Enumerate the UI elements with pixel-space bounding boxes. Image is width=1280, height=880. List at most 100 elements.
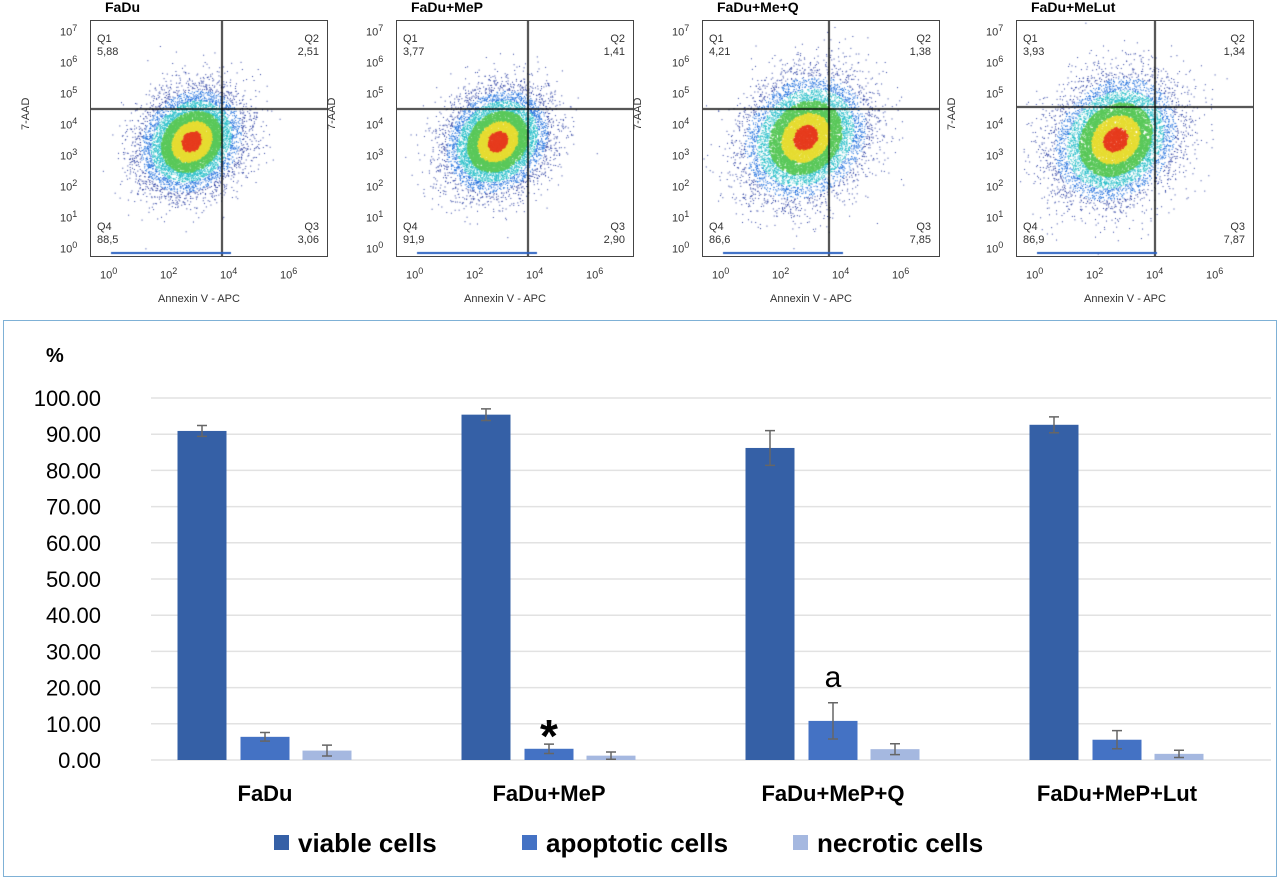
error-bar (544, 743, 554, 755)
flow-plot: FaDu 7-AAD Annexin V - APC Q1 5,88 Q2 2,51 Q… (20, 0, 350, 312)
bar (524, 748, 574, 760)
y-tick: 103 (672, 147, 690, 163)
x-tick: 106 (586, 266, 604, 282)
flow-plot: FaDu+MeP 7-AAD Annexin V - APC Q1 3,77 Q2 1… (326, 0, 656, 312)
bar (461, 414, 511, 760)
quadrant-label: Q4 86,6 (709, 221, 731, 246)
legend-item: apoptotic cells (522, 828, 728, 858)
quadrant-label: Q4 91,9 (403, 221, 425, 246)
flow-plot-title: FaDu (105, 0, 140, 15)
quadrant-label: Q1 3,77 (403, 33, 425, 58)
y-axis-label: % (46, 345, 64, 367)
y-tick: 104 (60, 116, 78, 132)
category-label: FaDu (238, 781, 293, 806)
y-tick: 105 (986, 85, 1004, 101)
y-tick: 101 (60, 209, 78, 225)
quadrant-label: Q2 1,38 (909, 33, 931, 58)
y-tick-label: 70.00 (46, 495, 101, 520)
y-tick: 105 (672, 85, 690, 101)
density-scatter (1017, 21, 1253, 256)
y-tick: 100 (672, 240, 690, 256)
error-bar (197, 424, 207, 438)
y-tick: 104 (986, 116, 1004, 132)
x-tick: 106 (1206, 266, 1224, 282)
error-bar (1112, 729, 1122, 750)
bar (177, 430, 227, 760)
flow-plot-title: FaDu+MeP (411, 0, 483, 15)
density-scatter (91, 21, 327, 256)
y-tick: 100 (366, 240, 384, 256)
y-tick: 107 (986, 23, 1004, 39)
y-tick: 101 (986, 209, 1004, 225)
y-tick-label: 30.00 (46, 639, 101, 664)
category-label: FaDu+MeP (492, 781, 605, 806)
flow-plot: FaDu+Me+Q 7-AAD Annexin V - APC Q1 4,21 Q2… (632, 0, 962, 312)
y-tick: 106 (366, 54, 384, 70)
bar-chart-frame: 0.00 10.00 20.00 30.00 40.00 50.00 60.00 70.00 8… (3, 320, 1277, 877)
flow-plot: FaDu+MeLut 7-AAD Annexin V - APC Q1 3,93 Q… (946, 0, 1276, 312)
significance-annotation: a (825, 661, 842, 694)
y-tick: 100 (60, 240, 78, 256)
y-tick: 100 (986, 240, 1004, 256)
quadrant-label: Q1 4,21 (709, 33, 731, 58)
legend-item: necrotic cells (793, 828, 983, 858)
y-tick: 106 (60, 54, 78, 70)
legend-label: apoptotic cells (546, 828, 728, 858)
error-bar (765, 429, 775, 467)
quadrant-label: Q1 3,93 (1023, 33, 1045, 58)
y-tick: 105 (60, 85, 78, 101)
scatter-area: Q1 4,21 Q2 1,38 Q3 7,85 Q4 86,6 (702, 20, 940, 257)
y-tick: 106 (986, 54, 1004, 70)
scatter-area: Q1 5,88 Q2 2,51 Q3 3,06 Q4 88,5 (90, 20, 328, 257)
error-bar (828, 702, 838, 740)
y-tick: 104 (366, 116, 384, 132)
y-tick: 102 (366, 178, 384, 194)
y-tick: 102 (672, 178, 690, 194)
x-tick: 106 (892, 266, 910, 282)
y-tick-label: 80.00 (46, 458, 101, 483)
legend-label: necrotic cells (817, 828, 983, 858)
error-bar (890, 742, 900, 756)
y-tick: 107 (366, 23, 384, 39)
x-tick: 104 (832, 266, 850, 282)
y-tick-label: 20.00 (46, 676, 101, 701)
flow-plot-title: FaDu+Me+Q (717, 0, 799, 15)
bar (745, 447, 795, 760)
bar (1029, 424, 1079, 760)
quadrant-label: Q3 2,90 (603, 221, 625, 246)
legend-swatch (522, 835, 537, 850)
quadrant-label: Q3 3,06 (297, 221, 319, 246)
y-tick-label: 0.00 (58, 748, 101, 773)
x-tick: 102 (1086, 266, 1104, 282)
quadrant-label: Q2 2,51 (297, 33, 319, 58)
legend-swatch (274, 835, 289, 850)
legend-item: viable cells (274, 828, 437, 858)
error-bar (322, 744, 332, 757)
y-tick: 106 (672, 54, 690, 70)
scatter-area: Q1 3,77 Q2 1,41 Q3 2,90 Q4 91,9 (396, 20, 634, 257)
y-tick-label: 40.00 (46, 603, 101, 628)
x-tick: 100 (712, 266, 730, 282)
quadrant-label: Q1 5,88 (97, 33, 119, 58)
error-bar (606, 751, 616, 761)
y-tick: 103 (366, 147, 384, 163)
y-axis-label: 7-AAD (946, 97, 958, 130)
x-axis-label: Annexin V - APC (1084, 293, 1166, 305)
quadrant-label: Q2 1,41 (603, 33, 625, 58)
x-axis-label: Annexin V - APC (158, 293, 240, 305)
y-tick-label: 100.00 (34, 386, 101, 411)
bar (240, 736, 290, 760)
y-tick: 103 (986, 147, 1004, 163)
scatter-area: Q1 3,93 Q2 1,34 Q3 7,87 Q4 86,9 (1016, 20, 1254, 257)
legend-label: viable cells (298, 828, 437, 858)
category-label: FaDu+MeP+Lut (1037, 781, 1198, 806)
x-tick: 106 (280, 266, 298, 282)
y-tick: 102 (60, 178, 78, 194)
y-tick: 102 (986, 178, 1004, 194)
x-tick: 104 (526, 266, 544, 282)
density-scatter (397, 21, 633, 256)
quadrant-label: Q2 1,34 (1223, 33, 1245, 58)
error-bar (1049, 416, 1059, 434)
x-tick: 100 (100, 266, 118, 282)
y-tick-label: 90.00 (46, 422, 101, 447)
